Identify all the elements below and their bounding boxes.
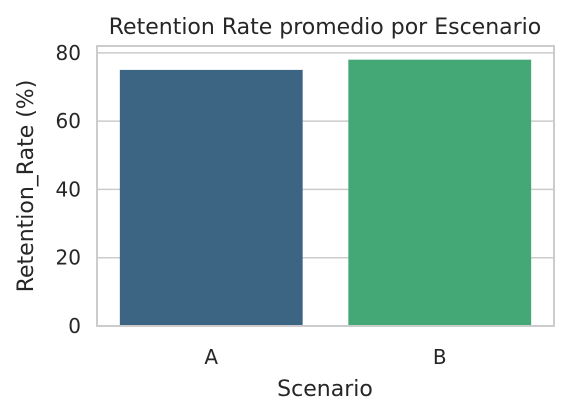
y-axis-label: Retention_Rate (%) bbox=[14, 80, 39, 293]
y-tick-label: 0 bbox=[68, 314, 81, 338]
x-tick-label: A bbox=[204, 345, 218, 369]
y-tick-labels: 0 20 40 60 80 bbox=[56, 41, 81, 338]
x-tick-label: B bbox=[433, 345, 447, 369]
x-axis-label: Scenario bbox=[277, 377, 373, 402]
plot-frame bbox=[96, 45, 555, 327]
y-tick-label: 20 bbox=[56, 246, 81, 270]
bar-a bbox=[119, 69, 303, 326]
bar-b bbox=[348, 59, 532, 326]
bars bbox=[119, 59, 532, 326]
y-tick-label: 60 bbox=[56, 109, 81, 133]
chart-title: Retention Rate promedio por Escenario bbox=[109, 15, 542, 40]
y-tick-label: 80 bbox=[56, 41, 81, 65]
y-tick-label: 40 bbox=[56, 177, 81, 201]
